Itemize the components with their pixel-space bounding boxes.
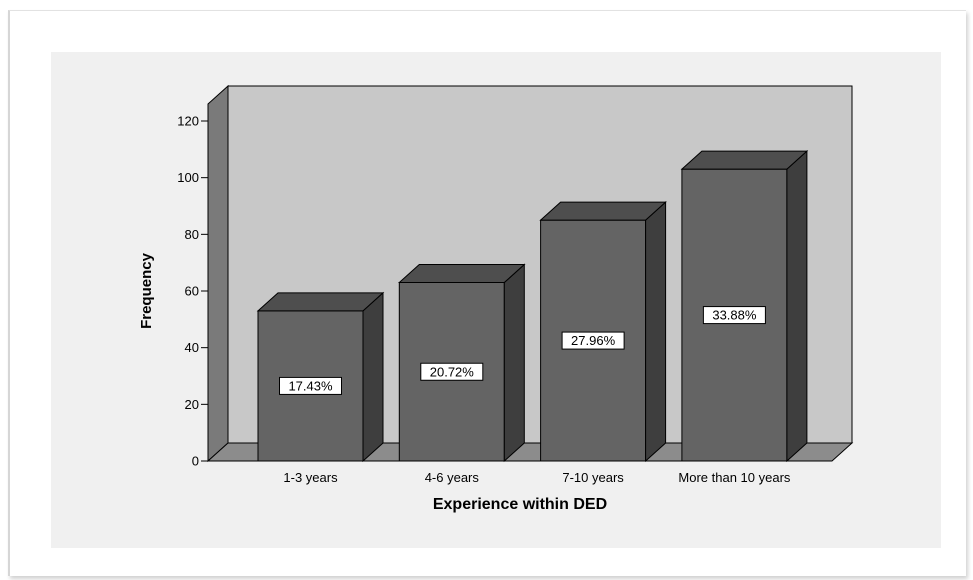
y-tick-label: 120	[177, 114, 199, 129]
data-label-box	[702, 306, 766, 325]
bar-top	[256, 292, 385, 312]
y-axis-label: Frequency	[138, 252, 155, 329]
bar-side	[645, 201, 667, 463]
bar: 17.43%	[256, 291, 385, 463]
y-tick-label: 40	[185, 340, 199, 355]
x-tick-label: 4-6 years	[425, 470, 480, 485]
bar-side	[503, 263, 525, 463]
x-tick-label: 1-3 years	[283, 470, 338, 485]
bar: 33.88%	[680, 150, 809, 463]
data-label: 20.72%	[430, 364, 475, 379]
bar: 27.96%	[539, 201, 667, 463]
data-label-box	[420, 362, 484, 381]
bar-top	[539, 201, 667, 221]
bar-side	[786, 150, 808, 463]
bar-top	[680, 150, 809, 170]
side-wall	[207, 84, 229, 463]
x-axis-label: Experience within DED	[433, 496, 607, 513]
y-tick-label: 100	[177, 170, 199, 185]
x-tick-label: More than 10 years	[678, 470, 791, 485]
bar: 20.72%	[397, 263, 526, 463]
data-label: 33.88%	[712, 308, 757, 323]
bar-side	[362, 291, 384, 463]
x-tick-label: 7-10 years	[562, 470, 624, 485]
data-label-box	[279, 376, 342, 395]
y-tick-label: 0	[192, 454, 199, 469]
data-label: 27.96%	[571, 333, 616, 348]
data-label-box	[561, 331, 625, 350]
y-tick-label: 60	[185, 284, 199, 299]
bars: 17.43% 20.72% 27.96% 33.88%	[256, 150, 809, 463]
bar-top	[397, 264, 526, 283]
x-axis: 1-3 years 4-6 years 7-10 years More than 10…	[208, 460, 832, 485]
data-label: 17.43%	[288, 378, 333, 393]
y-tick-label: 80	[185, 227, 199, 242]
y-axis: 0 20 40 60 80 100 120	[177, 114, 209, 469]
y-tick-label: 20	[185, 397, 199, 412]
